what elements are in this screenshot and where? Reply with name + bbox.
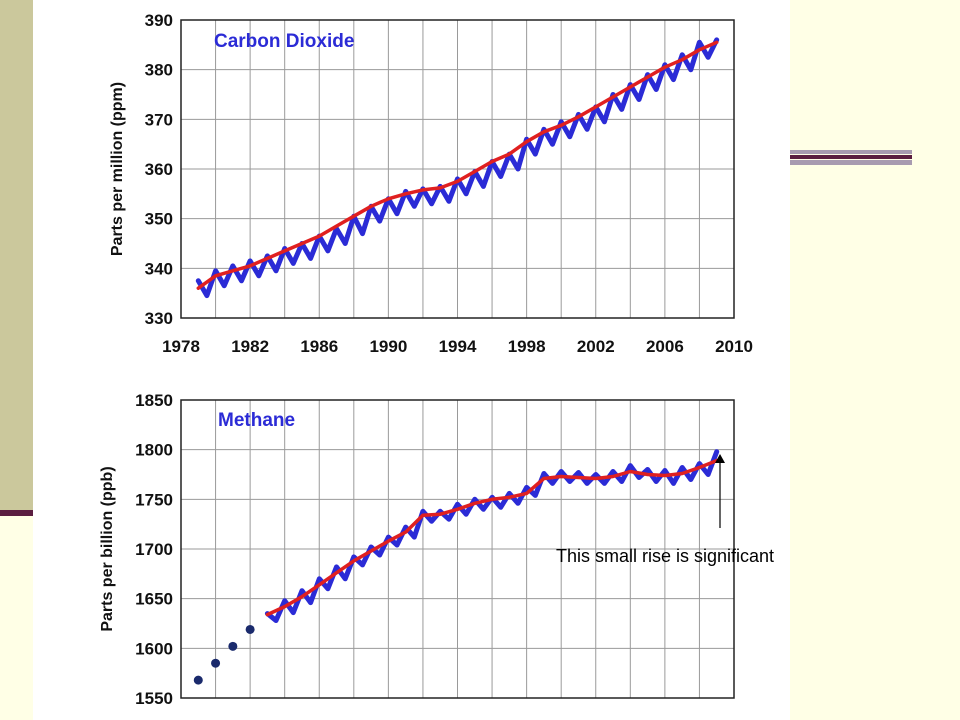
y-tick-label: 1800 [135,441,173,460]
data-point [245,624,255,634]
chart-title: Methane [218,410,295,431]
x-tick-label: 1986 [300,337,338,356]
chart-carbon-dioxide: 330 340 350 360 370 380 390 1978 1982 1986 1990 199… [109,11,753,356]
y-tick-label: 370 [145,110,173,129]
x-tick-label: 1998 [508,337,546,356]
y-tick-label: 1550 [135,689,173,708]
y-tick-label: 1700 [135,540,173,559]
x-tick-label: 1990 [369,337,407,356]
arrow-icon [715,454,725,528]
data-point [211,658,221,668]
x-tick-label: 2010 [715,337,753,356]
x-tick-label: 2006 [646,337,684,356]
monthly-data-line [195,37,720,299]
y-tick-label: 360 [145,160,173,179]
trend-line [265,458,719,617]
plot-frame [180,399,735,699]
y-tick-label: 390 [145,11,173,30]
left-accent-stripe [0,0,33,510]
chart-methane: 1550 1600 1650 1700 1750 1800 1850 Parts per bi… [99,391,735,708]
y-tick-label: 1600 [135,639,173,658]
annotation-caption: This small rise is significant [556,546,775,566]
decorative-bar [790,150,912,166]
y-tick-label: 380 [145,61,173,80]
y-tick-label: 340 [145,259,173,278]
y-tick-label: 330 [145,309,173,328]
y-axis-label: Parts per billion (ppb) [99,466,116,631]
y-tick-label: 350 [145,210,173,229]
y-axis-label: Parts per million (ppm) [109,82,126,256]
y-tick-label: 1650 [135,590,173,609]
data-point [228,641,238,651]
chart-title: Carbon Dioxide [214,31,354,52]
y-tick-label: 1750 [135,490,173,509]
x-tick-label: 1978 [162,337,200,356]
y-tick-label: 1850 [135,391,173,410]
data-point [193,675,203,685]
chart-panel [33,0,790,720]
trend-line [196,40,719,290]
x-tick-label: 1982 [231,337,269,356]
x-tick-label: 2002 [577,337,615,356]
x-tick-label: 1994 [439,337,477,356]
plot-frame [180,19,735,319]
left-accent-line [0,510,33,516]
